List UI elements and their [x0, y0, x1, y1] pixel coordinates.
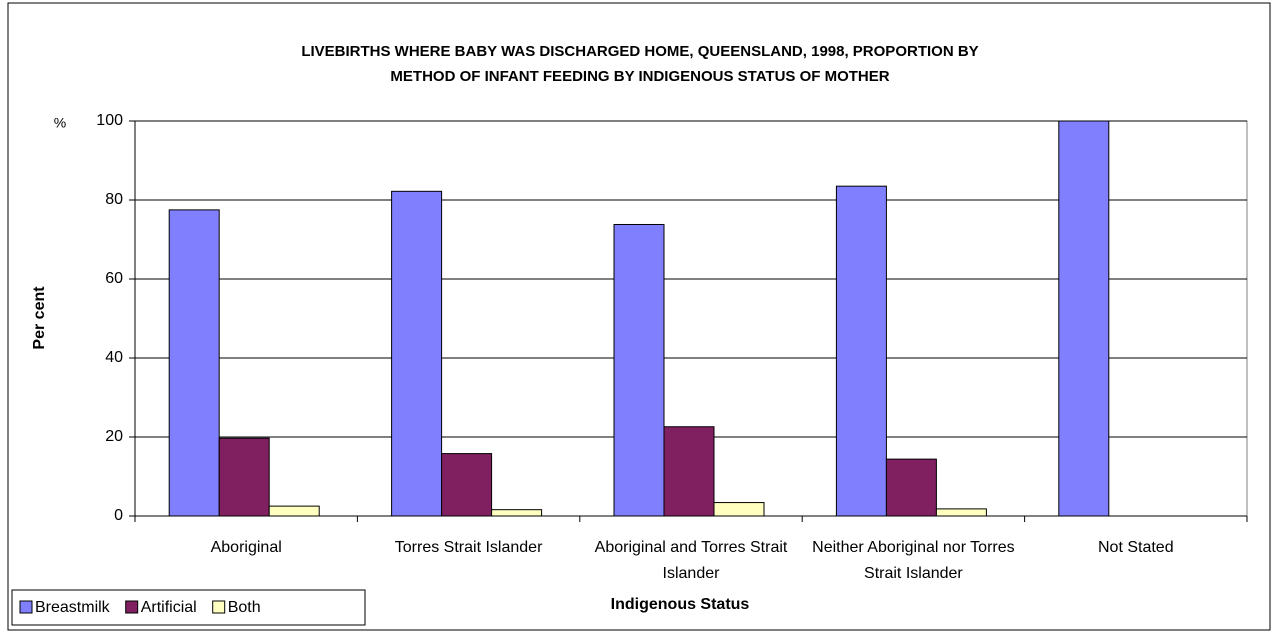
chart-title: LIVEBIRTHS WHERE BABY WAS DISCHARGED HOM… — [301, 43, 978, 60]
bar — [713, 502, 765, 517]
y-tick-label: 60 — [105, 270, 123, 287]
bar — [491, 509, 543, 517]
bar — [391, 190, 443, 517]
chart-title: METHOD OF INFANT FEEDING BY INDIGENOUS S… — [390, 68, 889, 85]
bar — [168, 209, 220, 517]
legend-swatch — [19, 600, 33, 614]
bar — [935, 508, 987, 517]
x-tick-label: Aboriginal — [211, 539, 282, 556]
bar — [1058, 120, 1110, 517]
y-unit: % — [54, 115, 66, 131]
bar — [663, 426, 715, 517]
legend-swatch — [212, 600, 226, 614]
y-axis-title: Per cent — [31, 286, 48, 350]
y-tick-label: 80 — [105, 191, 123, 208]
bar — [218, 437, 270, 517]
y-tick-label: 100 — [96, 112, 123, 129]
x-tick-label: Torres Strait Islander — [395, 539, 543, 556]
y-tick-label: 0 — [114, 507, 123, 524]
legend-swatch — [125, 600, 139, 614]
x-tick-label: Neither Aboriginal nor Torres Strait Isla… — [812, 539, 1014, 582]
bar — [268, 505, 320, 517]
x-axis-title: Indigenous Status — [611, 596, 750, 613]
y-tick-label: 20 — [105, 428, 123, 445]
bar — [835, 185, 887, 517]
bar — [441, 453, 493, 517]
legend-label: Artificial — [141, 599, 197, 616]
legend — [11, 589, 366, 626]
bar — [885, 458, 937, 517]
y-tick-label: 40 — [105, 349, 123, 366]
legend-label: Both — [228, 599, 261, 616]
bar — [613, 223, 665, 517]
x-tick-label: Aboriginal and Torres Strait Islander — [595, 539, 788, 582]
x-tick-label: Not Stated — [1098, 539, 1174, 556]
legend-label: Breastmilk — [35, 599, 111, 616]
